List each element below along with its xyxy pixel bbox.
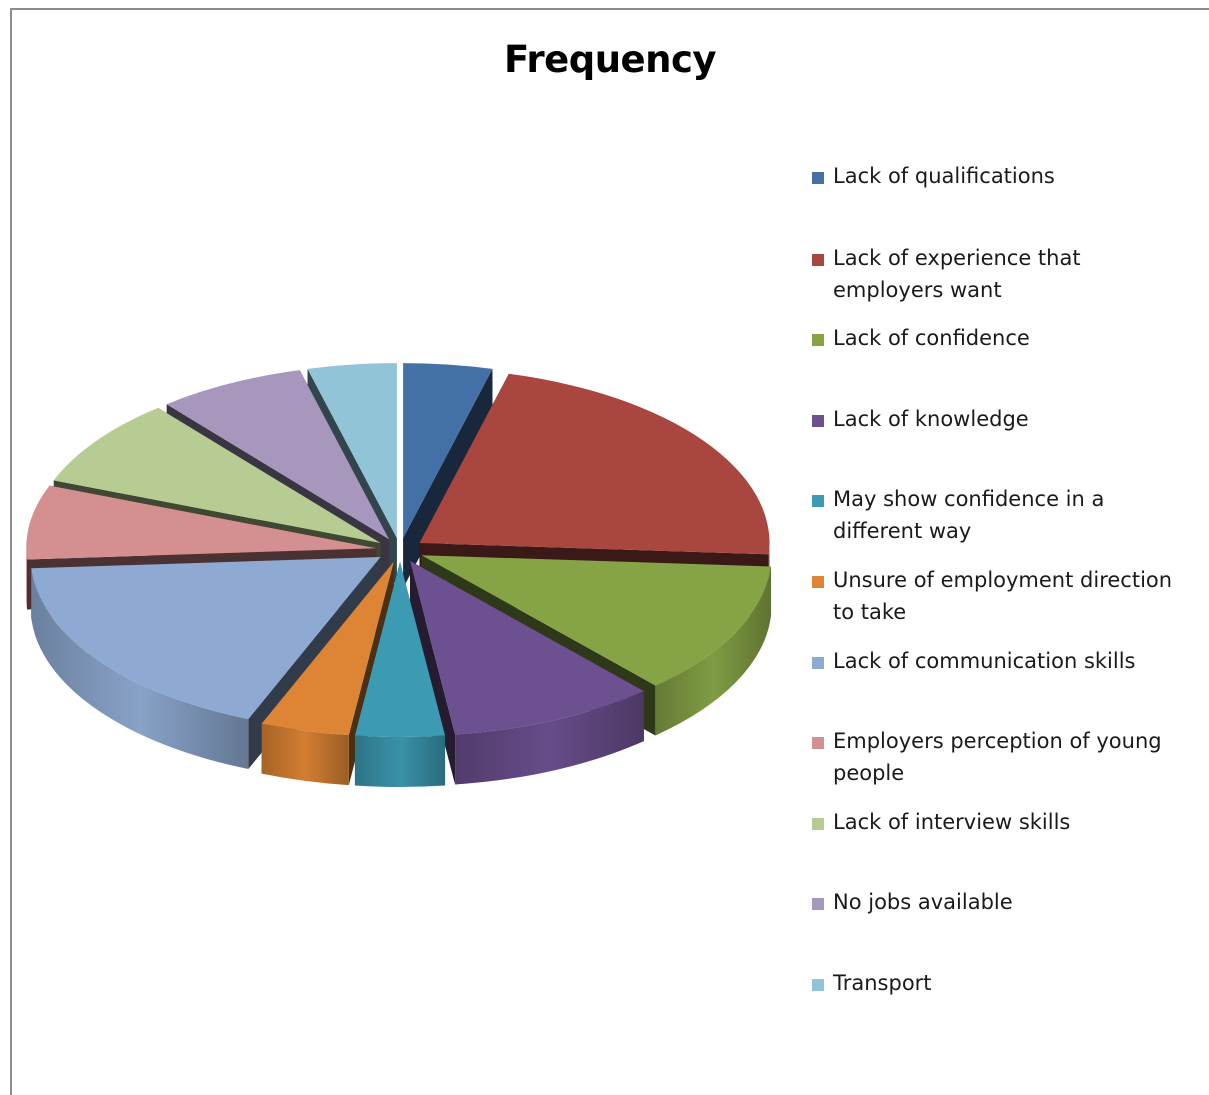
legend-swatch [812, 898, 824, 910]
legend-label: Transport [833, 971, 932, 995]
legend-label: No jobs available [833, 890, 1013, 914]
legend-swatch [812, 254, 824, 266]
legend-item: Lack of experience that employers want [812, 242, 1193, 306]
legend-swatch [812, 979, 824, 991]
legend-item: May show confidence in a different way [812, 483, 1193, 547]
legend-swatch [812, 415, 824, 427]
legend-label: Lack of interview skills [833, 810, 1071, 834]
chart-title: Frequency [503, 38, 717, 81]
legend-label: Unsure of employment direction to take [833, 568, 1173, 624]
legend-item: Lack of confidence [812, 322, 1193, 354]
legend-swatch [812, 172, 824, 184]
legend-item: Lack of qualifications [812, 160, 1193, 192]
pie-slice-may-show-confidence-in-a-different-way [354, 562, 446, 787]
legend-item: Unsure of employment direction to take [812, 564, 1193, 628]
legend-item: No jobs available [812, 886, 1193, 918]
legend-label: Lack of experience that employers want [833, 246, 1081, 302]
legend-label: May show confidence in a different way [833, 487, 1105, 543]
legend-label: Lack of confidence [833, 326, 1030, 350]
pie-slice-lack-of-knowledge [410, 560, 644, 785]
legend-label: Lack of communication skills [833, 649, 1136, 673]
legend-swatch [812, 657, 824, 669]
legend-item: Lack of communication skills [812, 645, 1193, 677]
legend-item: Employers perception of young people [812, 725, 1193, 789]
legend-swatch [812, 334, 824, 346]
legend-swatch [812, 495, 824, 507]
legend-swatch [812, 737, 824, 749]
legend-swatch [812, 818, 824, 830]
legend-label: Lack of qualifications [833, 164, 1055, 188]
legend-item: Lack of interview skills [812, 806, 1193, 838]
legend-label: Lack of knowledge [833, 407, 1029, 431]
legend-label: Employers perception of young people [833, 729, 1162, 785]
legend-item: Transport [812, 967, 1193, 999]
pie-chart [26, 363, 771, 787]
legend-item: Lack of knowledge [812, 403, 1193, 435]
legend-swatch [812, 576, 824, 588]
